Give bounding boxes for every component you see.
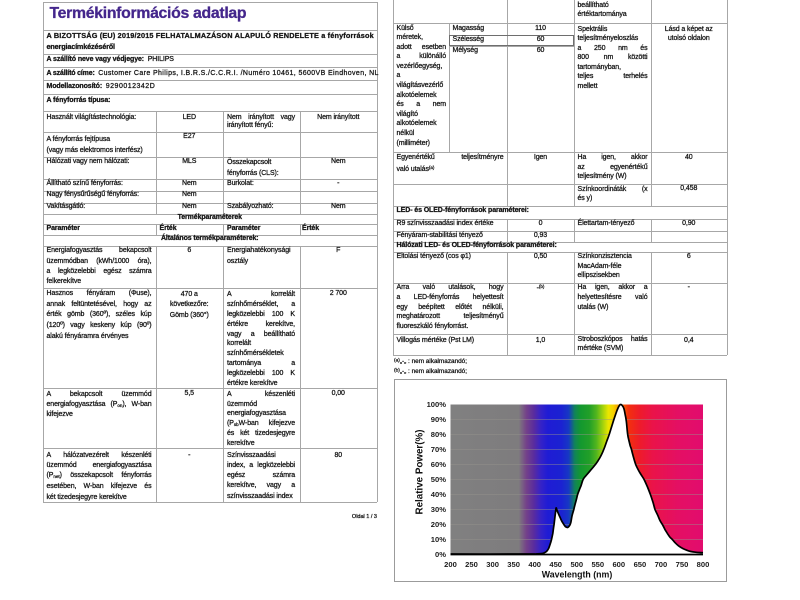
svg-text:500: 500 xyxy=(570,560,583,569)
svg-text:750: 750 xyxy=(676,560,689,569)
svg-text:550: 550 xyxy=(591,560,604,569)
svg-text:Relative Power(%): Relative Power(%) xyxy=(415,430,426,515)
svg-text:650: 650 xyxy=(634,560,647,569)
svg-text:70%: 70% xyxy=(431,445,446,454)
svg-text:20%: 20% xyxy=(431,520,446,529)
svg-text:400: 400 xyxy=(528,560,541,569)
svg-text:800: 800 xyxy=(697,560,710,569)
svg-text:350: 350 xyxy=(507,560,520,569)
svg-text:0%: 0% xyxy=(435,550,446,559)
svg-text:700: 700 xyxy=(655,560,668,569)
svg-text:600: 600 xyxy=(612,560,625,569)
svg-text:200: 200 xyxy=(444,560,457,569)
svg-text:50%: 50% xyxy=(431,475,446,484)
svg-text:250: 250 xyxy=(465,560,478,569)
svg-text:450: 450 xyxy=(549,560,562,569)
svg-text:90%: 90% xyxy=(431,415,446,424)
svg-text:Wavelength (nm): Wavelength (nm) xyxy=(542,570,613,580)
svg-text:10%: 10% xyxy=(431,535,446,544)
svg-text:80%: 80% xyxy=(431,430,446,439)
svg-text:60%: 60% xyxy=(431,460,446,469)
svg-text:30%: 30% xyxy=(431,505,446,514)
svg-text:100%: 100% xyxy=(427,400,447,409)
svg-text:40%: 40% xyxy=(431,490,446,499)
svg-text:300: 300 xyxy=(486,560,499,569)
